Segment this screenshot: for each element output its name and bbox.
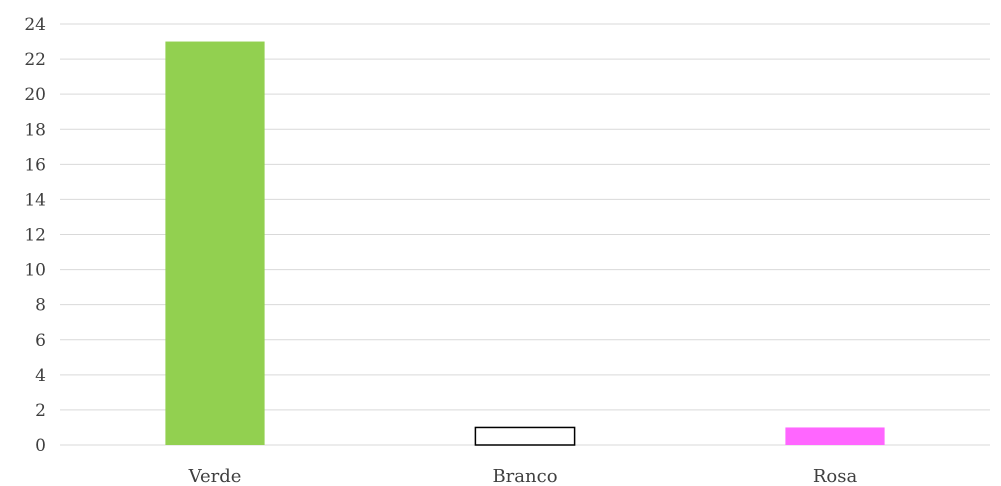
y-tick-label: 20: [24, 85, 46, 105]
y-tick-label: 4: [35, 366, 46, 386]
y-tick-label: 22: [24, 50, 46, 70]
y-tick-label: 18: [24, 120, 46, 140]
x-category-label-rosa: Rosa: [813, 466, 858, 486]
y-tick-label: 16: [24, 155, 46, 175]
x-category-label-verde: Verde: [188, 466, 242, 486]
bar-verde: [165, 41, 265, 446]
y-tick-label: 8: [35, 296, 46, 316]
y-tick-label: 12: [24, 226, 46, 246]
bars: [165, 41, 885, 446]
x-axis-category-labels: Verde Branco Rosa: [188, 466, 858, 486]
y-tick-label: 10: [24, 261, 46, 281]
y-tick-label: 14: [24, 190, 46, 210]
bar-rosa: [785, 427, 885, 445]
bar-branco: [474, 426, 576, 446]
y-tick-label: 2: [35, 401, 46, 421]
y-tick-label: 0: [35, 436, 46, 456]
y-tick-label: 24: [24, 15, 46, 35]
y-tick-label: 6: [35, 331, 46, 351]
x-category-label-branco: Branco: [492, 466, 557, 486]
